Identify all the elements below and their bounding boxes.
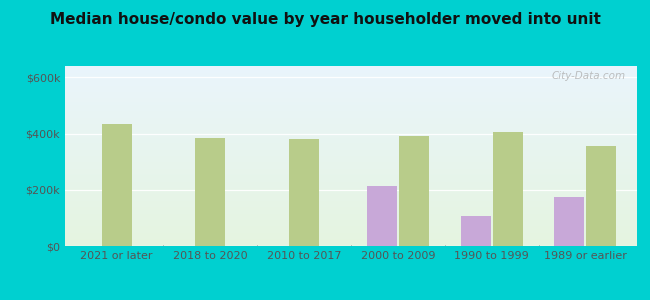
Bar xyxy=(554,197,584,246)
Bar xyxy=(493,132,523,246)
Bar xyxy=(461,217,491,246)
Text: Median house/condo value by year householder moved into unit: Median house/condo value by year househo… xyxy=(49,12,601,27)
Bar xyxy=(289,139,319,246)
Text: City-Data.com: City-Data.com xyxy=(551,71,625,81)
Bar xyxy=(101,124,131,246)
Bar xyxy=(399,136,429,246)
Bar xyxy=(586,146,616,246)
Bar xyxy=(196,138,226,246)
Bar xyxy=(367,185,397,246)
